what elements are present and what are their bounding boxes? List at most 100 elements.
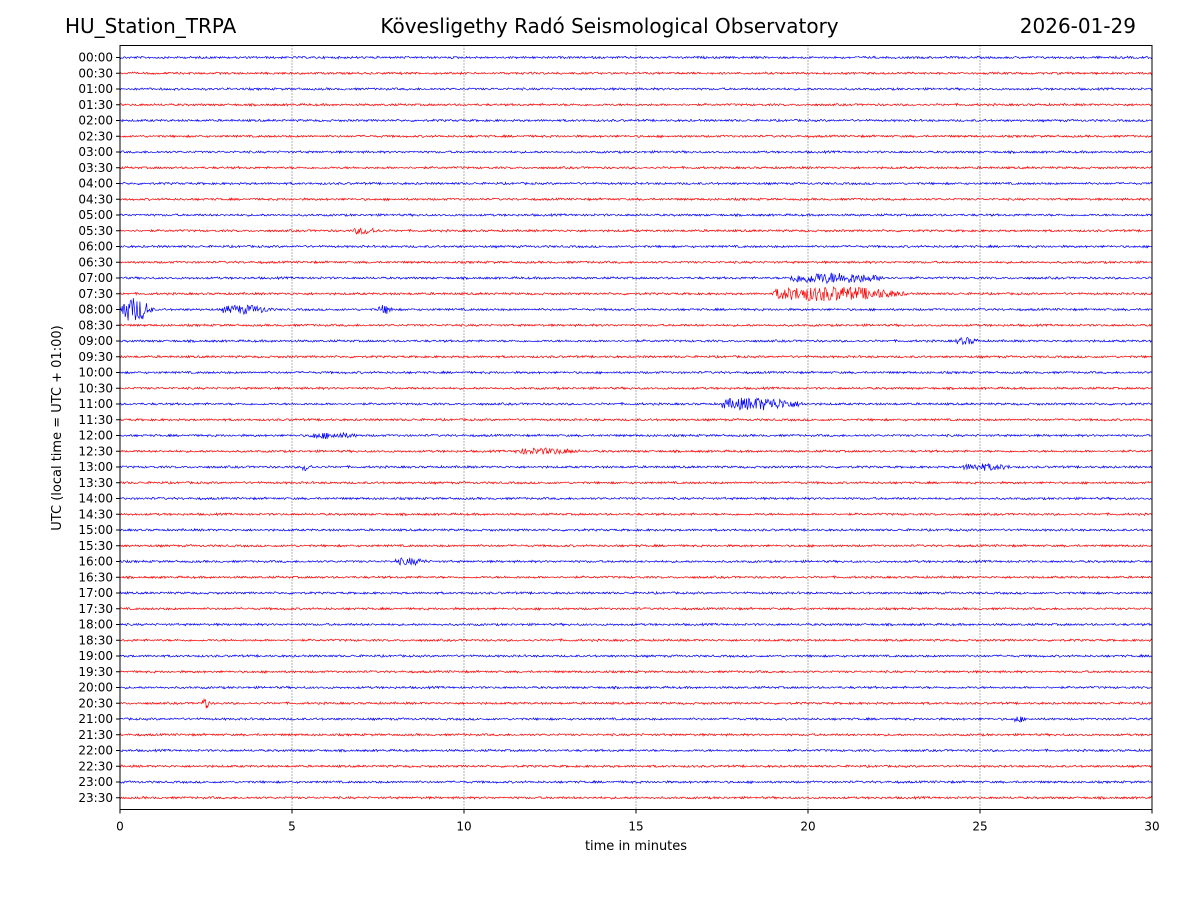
trace-01-30 [119,102,1153,107]
x-tick-label: 25 [972,820,987,834]
trace-17-00 [119,590,1153,596]
trace-06-30 [119,260,1153,265]
x-tick-label: 15 [628,820,643,834]
y-tick-label: 12:30 [78,444,113,458]
y-tick-label: 11:00 [78,397,113,411]
y-tick-label: 11:30 [78,413,113,427]
grid-lines [291,45,981,810]
y-tick-label: 09:30 [78,350,113,364]
trace-01-00 [119,86,1153,92]
x-tick-label: 20 [800,820,815,834]
trace-09-30 [119,354,1153,359]
y-tick-label: 18:00 [78,618,113,632]
y-tick-label: 12:00 [78,429,113,443]
trace-16-30 [119,575,1153,580]
y-tick-label: 03:00 [78,145,113,159]
trace-10-00 [119,370,1153,375]
x-axis-label: time in minutes [585,839,687,854]
trace-19-00 [119,653,1153,659]
trace-23-30 [119,795,1153,800]
trace-13-00 [119,463,1153,472]
trace-00-00 [119,55,1153,60]
y-tick-label: 23:30 [78,791,113,805]
trace-17-30 [119,606,1153,611]
y-tick-label: 07:00 [78,271,113,285]
y-tick-label: 18:30 [78,633,113,647]
y-tick-label: 05:30 [78,224,113,238]
trace-11-00 [119,397,1153,411]
trace-14-30 [119,512,1153,517]
y-tick-label: 13:00 [78,460,113,474]
y-tick-label: 16:30 [78,570,113,584]
trace-20-30 [119,697,1153,709]
x-tick-label: 0 [116,820,124,834]
y-tick-label: 03:30 [78,161,113,175]
y-tick-label: 17:30 [78,602,113,616]
y-tick-label: 20:00 [78,681,113,695]
y-tick-label: 05:00 [78,208,113,222]
trace-10-30 [119,386,1153,391]
trace-22-30 [119,763,1153,769]
y-tick-label: 22:00 [78,744,113,758]
station-name: HU_Station_TRPA [65,14,237,38]
y-tick-label: 04:30 [78,192,113,206]
seismic-traces [119,55,1153,800]
y-tick-label: 02:30 [78,129,113,143]
y-axis-label: UTC (local time = UTC + 01:00) [50,325,65,530]
trace-18-30 [119,638,1153,643]
y-tick-label: 14:30 [78,507,113,521]
trace-04-00 [119,181,1153,186]
y-tick-label: 13:30 [78,476,113,490]
trace-05-00 [119,212,1153,218]
trace-18-00 [119,622,1153,627]
trace-00-30 [119,71,1153,76]
y-tick-label: 09:00 [78,334,113,348]
observatory-title: Kövesligethy Radó Seismological Observat… [380,14,839,38]
y-tick-label: 08:00 [78,303,113,317]
trace-21-00 [119,716,1153,723]
trace-15-30 [119,543,1153,548]
trace-20-00 [119,685,1153,690]
y-tick-label: 19:30 [78,665,113,679]
y-tick-label: 21:30 [78,728,113,742]
y-tick-label: 17:00 [78,586,113,600]
y-tick-label: 19:00 [78,649,113,663]
trace-08-30 [119,323,1153,328]
y-tick-label: 06:30 [78,255,113,269]
trace-07-00 [119,272,1153,285]
y-tick-label: 10:00 [78,366,113,380]
y-tick-label: 01:00 [78,82,113,96]
trace-13-30 [119,480,1153,485]
trace-23-00 [119,779,1153,785]
y-tick-label: 14:00 [78,492,113,506]
trace-07-30 [119,286,1153,302]
y-tick-label: 20:30 [78,696,113,710]
plot-date: 2026-01-29 [1019,14,1136,38]
y-tick-label: 06:00 [78,240,113,254]
y-tick-label: 04:00 [78,177,113,191]
trace-09-00 [119,336,1153,345]
y-tick-label: 01:30 [78,98,113,112]
y-tick-label: 02:00 [78,114,113,128]
trace-02-00 [119,118,1153,123]
trace-22-00 [119,748,1153,753]
trace-05-30 [119,227,1153,235]
y-tick-label: 22:30 [78,759,113,773]
trace-12-30 [119,447,1153,456]
x-axis-ticks: 0 5 10 15 20 25 30 [116,809,1160,834]
y-tick-label: 21:00 [78,712,113,726]
y-tick-label: 15:30 [78,539,113,553]
trace-03-00 [119,149,1153,155]
y-tick-label: 10:30 [78,381,113,395]
trace-03-30 [119,165,1153,170]
x-tick-label: 10 [456,820,471,834]
trace-14-00 [119,496,1153,501]
trace-19-30 [119,669,1153,674]
trace-04-30 [119,197,1153,202]
trace-11-30 [119,417,1153,422]
y-tick-label: 08:30 [78,318,113,332]
x-tick-label: 5 [288,820,296,834]
y-tick-label: 00:00 [78,51,113,65]
y-tick-label: 00:30 [78,66,113,80]
